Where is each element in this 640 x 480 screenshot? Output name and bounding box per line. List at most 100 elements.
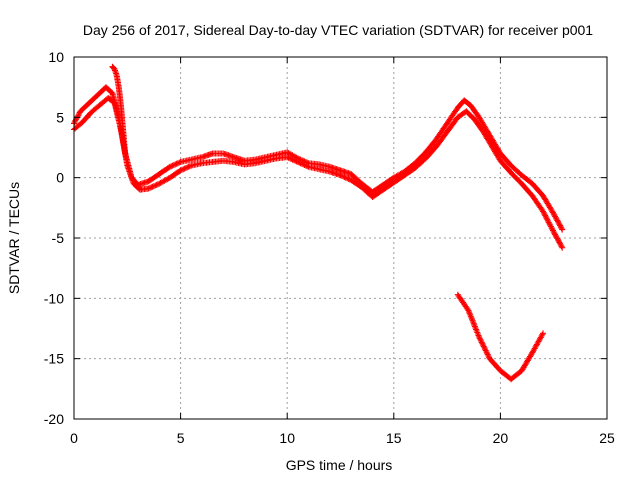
data-point	[148, 187, 150, 190]
data-points	[454, 291, 546, 383]
data-point	[275, 154, 278, 156]
data-point	[190, 158, 192, 161]
data-point	[542, 195, 544, 197]
data-point	[361, 186, 363, 188]
data-point	[489, 134, 491, 137]
data-point	[98, 92, 101, 94]
x-tick-label: 5	[177, 430, 185, 446]
data-point	[499, 370, 501, 372]
plot-marks	[71, 63, 566, 383]
data-point	[393, 181, 395, 184]
data-points	[109, 63, 129, 157]
data-point	[222, 160, 224, 162]
data-point	[531, 183, 533, 185]
data-points	[71, 95, 566, 251]
data-point	[113, 102, 116, 104]
data-point	[79, 110, 81, 112]
data-point	[510, 172, 512, 174]
y-tick-label: 0	[56, 170, 64, 186]
data-point	[474, 119, 476, 121]
data-point	[457, 107, 459, 109]
y-tick-label: 10	[48, 49, 64, 65]
data-point	[425, 157, 427, 159]
data-point	[122, 128, 124, 130]
data-point	[435, 138, 438, 140]
data-point	[446, 131, 448, 133]
data-point	[425, 151, 427, 153]
data-point	[531, 195, 533, 197]
data-point	[233, 156, 235, 158]
data-point	[457, 116, 459, 118]
data-point	[393, 177, 395, 179]
x-axis-label: GPS time / hours	[286, 457, 393, 473]
data-point	[371, 196, 374, 198]
data-point	[350, 173, 352, 175]
data-point	[133, 183, 135, 185]
data-point	[148, 180, 150, 182]
series-low-arc	[454, 291, 546, 383]
data-point	[98, 104, 101, 106]
data-point	[81, 121, 84, 123]
y-axis-label: SDTVAR / TECUs	[6, 182, 22, 294]
data-point	[382, 184, 384, 186]
data-point	[169, 166, 171, 168]
data-point	[414, 167, 416, 169]
data-point	[318, 168, 320, 170]
data-point	[90, 111, 92, 114]
data-point	[499, 160, 501, 162]
data-point	[307, 162, 310, 164]
series-main-upper	[71, 84, 566, 233]
data-point	[457, 294, 459, 296]
data-point	[105, 86, 107, 88]
data-point	[92, 98, 94, 100]
data-point	[111, 92, 113, 94]
data-point	[297, 161, 299, 163]
data-point	[201, 156, 203, 158]
data-point	[339, 174, 342, 176]
y-tick-label: -15	[44, 351, 64, 367]
data-point	[243, 160, 246, 162]
x-tick-label: 0	[70, 430, 78, 446]
data-point	[531, 352, 533, 354]
data-point	[478, 336, 480, 338]
data-point	[286, 151, 288, 153]
data-point	[233, 161, 235, 163]
data-point	[463, 99, 465, 102]
data-point	[275, 157, 278, 159]
data-point	[510, 378, 512, 380]
data-point	[139, 189, 141, 191]
data-point	[403, 174, 406, 176]
data-point	[361, 183, 363, 185]
x-tick-label: 20	[493, 430, 509, 446]
data-point	[521, 174, 523, 176]
data-point	[211, 152, 214, 155]
y-tick-label: 5	[56, 109, 64, 125]
data-point	[297, 157, 299, 159]
chart-title: Day 256 of 2017, Sidereal Day-to-day VTE…	[83, 22, 593, 38]
y-tick-label: -10	[44, 290, 64, 306]
data-point	[169, 177, 171, 179]
data-point	[118, 86, 120, 88]
data-point	[111, 66, 113, 68]
data-point	[482, 131, 484, 133]
data-point	[382, 189, 384, 191]
data-point	[329, 171, 331, 173]
data-point	[265, 156, 267, 158]
x-tick-label: 15	[386, 430, 402, 446]
data-point	[553, 231, 555, 233]
data-point	[478, 116, 480, 118]
data-point	[446, 122, 448, 124]
data-point	[86, 104, 88, 106]
data-point	[211, 161, 214, 163]
data-point	[318, 163, 320, 165]
data-point	[120, 104, 122, 106]
data-point	[403, 171, 406, 173]
data-point	[521, 370, 523, 372]
data-point	[158, 173, 160, 175]
y-tick-label: -20	[44, 411, 64, 427]
data-point	[286, 156, 288, 158]
series-main-lower	[71, 95, 566, 251]
data-point	[467, 309, 470, 311]
data-point	[329, 166, 331, 168]
